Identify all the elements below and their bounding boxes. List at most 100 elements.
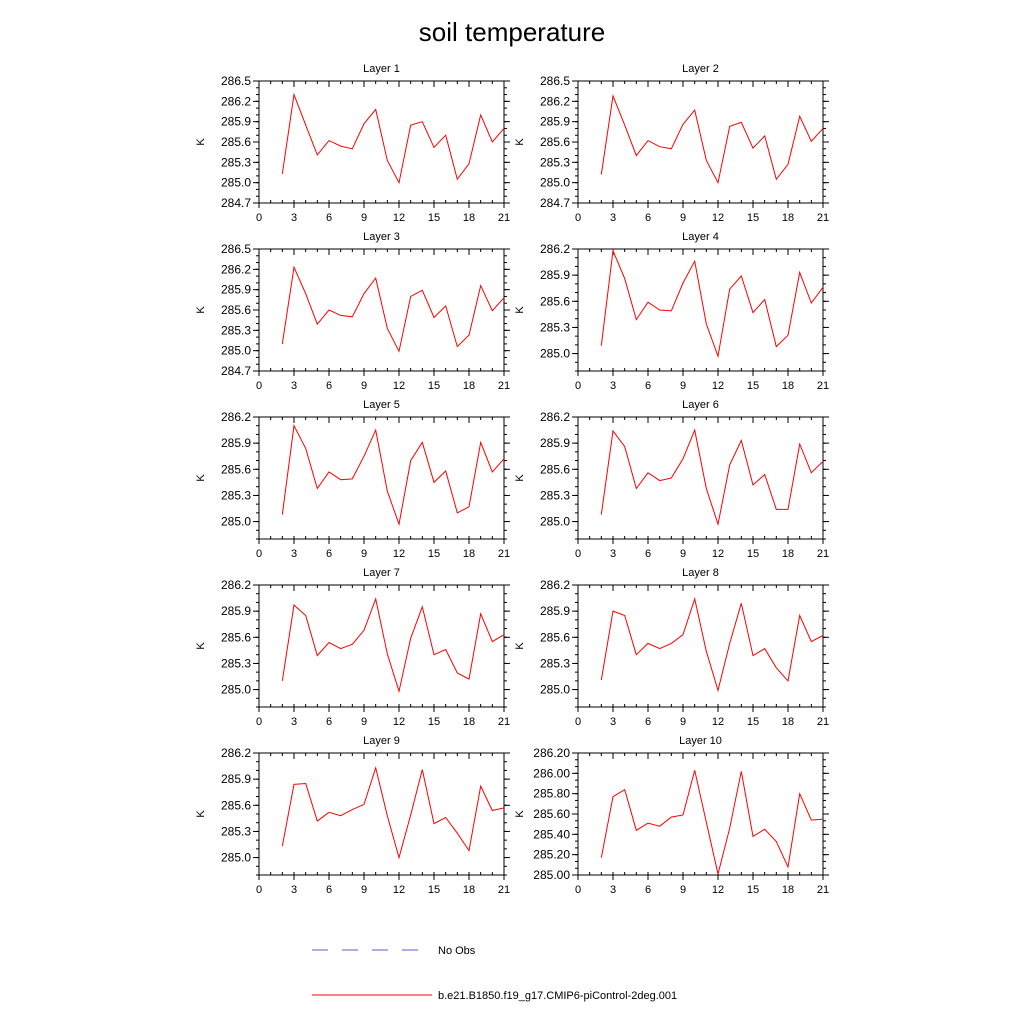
data-point <box>718 524 719 525</box>
data-point <box>683 124 684 125</box>
panel-title: Layer 8 <box>682 567 719 579</box>
data-point <box>613 796 614 797</box>
data-point <box>352 478 353 479</box>
data-point <box>317 324 318 325</box>
x-tick-label: 15 <box>747 716 759 728</box>
y-tick-label: 285.6 <box>221 798 251 812</box>
series-line-1 <box>600 597 824 693</box>
y-tick-label: 285.9 <box>221 115 251 129</box>
panel-3: Layer 3 K 0 3 6 9 12 15 18 21 284.7 285.0 285.3 285.6… <box>195 231 510 392</box>
data-point <box>399 691 400 692</box>
data-point <box>729 643 730 644</box>
data-point <box>492 142 493 143</box>
data-point <box>305 783 306 784</box>
data-point <box>317 154 318 155</box>
y-axis-label: K <box>514 138 526 146</box>
x-tick-label: 18 <box>782 884 794 896</box>
data-point <box>399 182 400 183</box>
y-tick-label: 285.3 <box>540 155 570 169</box>
data-point <box>282 173 283 174</box>
y-tick-label: 285.3 <box>221 656 251 670</box>
data-point <box>492 810 493 811</box>
data-point <box>741 122 742 123</box>
panel-title: Layer 5 <box>363 399 400 411</box>
data-point <box>753 312 754 313</box>
data-point <box>648 472 649 473</box>
data-point <box>282 514 283 515</box>
y-tick-label: 285.60 <box>533 807 570 821</box>
data-point <box>410 638 411 639</box>
data-point <box>480 114 481 115</box>
data-point <box>613 95 614 96</box>
panel-7: Layer 7 K 0 3 6 9 12 15 18 21 285.0 285.3 285.6 285.9… <box>195 567 510 728</box>
data-point <box>375 767 376 768</box>
data-point <box>624 278 625 279</box>
data-point <box>648 643 649 644</box>
x-tick-label: 6 <box>645 212 651 224</box>
plot-frame <box>258 752 505 876</box>
data-point <box>683 634 684 635</box>
x-tick-label: 3 <box>291 884 297 896</box>
panel-title: Layer 9 <box>363 735 400 747</box>
x-tick-label: 21 <box>817 884 829 896</box>
y-tick-label: 285.3 <box>221 155 251 169</box>
x-tick-label: 18 <box>463 716 475 728</box>
y-tick-label: 285.3 <box>221 323 251 337</box>
data-point <box>329 471 330 472</box>
data-point <box>352 809 353 810</box>
data-point <box>445 135 446 136</box>
data-point <box>659 310 660 311</box>
y-axis-label: K <box>195 306 207 314</box>
y-tick-label: 286.2 <box>540 242 570 256</box>
data-point <box>671 148 672 149</box>
x-tick-label: 9 <box>361 548 367 560</box>
panel-title: Layer 6 <box>682 399 719 411</box>
y-axis-label: K <box>514 474 526 482</box>
panel-5: Layer 5 K 0 3 6 9 12 15 18 21 285.0 285.3 285.6 285.9… <box>195 399 510 560</box>
data-point <box>375 430 376 431</box>
data-point <box>352 316 353 317</box>
y-tick-label: 285.40 <box>533 827 570 841</box>
data-point <box>282 680 283 681</box>
data-point <box>788 509 789 510</box>
data-point <box>811 820 812 821</box>
data-point <box>671 643 672 644</box>
data-point <box>294 94 295 95</box>
x-tick-label: 9 <box>680 548 686 560</box>
y-tick-label: 285.0 <box>221 683 251 697</box>
data-point <box>788 164 789 165</box>
data-point <box>601 679 602 680</box>
y-tick-label: 285.9 <box>540 436 570 450</box>
y-tick-label: 285.9 <box>221 772 251 786</box>
data-point <box>434 654 435 655</box>
data-point <box>434 823 435 824</box>
y-tick-label: 285.20 <box>533 848 570 862</box>
x-tick-label: 6 <box>645 716 651 728</box>
x-tick-label: 21 <box>498 380 510 392</box>
data-point <box>729 126 730 127</box>
data-point <box>294 267 295 268</box>
x-tick-label: 21 <box>498 716 510 728</box>
data-point <box>706 323 707 324</box>
panels: Layer 1 K 0 3 6 9 12 15 18 21 284.7 285.0 285.3 285.6… <box>195 63 829 896</box>
x-tick-label: 3 <box>610 548 616 560</box>
y-tick-label: 285.3 <box>221 824 251 838</box>
data-point <box>352 644 353 645</box>
panel-10: Layer 10 K 0 3 6 9 12 15 18 21 285.00 285.20 285.40 2… <box>514 735 829 896</box>
data-point <box>799 615 800 616</box>
x-tick-label: 15 <box>747 884 759 896</box>
series-line-1 <box>281 92 505 185</box>
y-tick-label: 285.3 <box>540 656 570 670</box>
x-tick-label: 9 <box>680 380 686 392</box>
y-tick-label: 285.6 <box>221 462 251 476</box>
data-point <box>601 514 602 515</box>
data-point <box>741 771 742 772</box>
data-point <box>387 491 388 492</box>
x-tick-label: 9 <box>361 884 367 896</box>
data-point <box>636 155 637 156</box>
data-point <box>683 458 684 459</box>
x-tick-label: 0 <box>575 212 581 224</box>
x-tick-label: 12 <box>712 716 724 728</box>
data-point <box>364 123 365 124</box>
data-point <box>469 506 470 507</box>
